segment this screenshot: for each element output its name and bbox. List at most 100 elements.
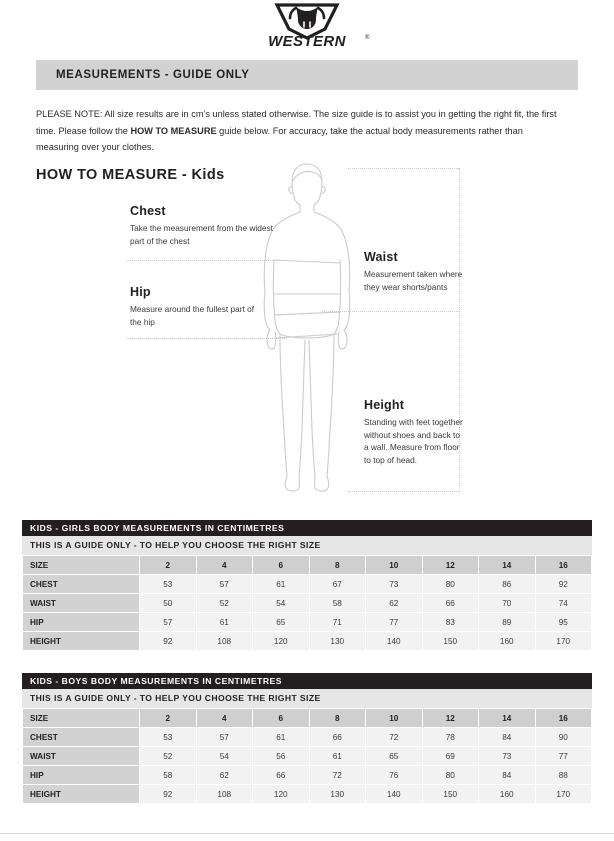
- measurement-cell: 160: [479, 785, 535, 803]
- dotted-line-chest: [127, 260, 287, 261]
- callout-chest-body: Take the measurement from the widest par…: [130, 223, 273, 246]
- table-row: HEIGHT 92 108 120 130 140 150 160 170: [23, 785, 591, 803]
- please-note-paragraph: PLEASE NOTE: All size results are in cm’…: [36, 106, 564, 156]
- column-header-size-value: 10: [366, 556, 422, 574]
- callout-chest-title: Chest: [130, 204, 166, 218]
- note-emphasis: HOW TO MEASURE: [130, 125, 217, 136]
- table-row: WAIST 52 54 56 61 65 69 73 77: [23, 747, 591, 765]
- measurement-cell: 108: [196, 785, 252, 803]
- measurement-cell: 84: [479, 766, 535, 784]
- callout-chest: Chest Take the measurement from the wide…: [130, 204, 275, 247]
- measurement-cell: 58: [309, 594, 365, 612]
- measurement-cell: 77: [366, 613, 422, 631]
- measurement-cell: 76: [366, 766, 422, 784]
- column-header-size-value: 6: [253, 556, 309, 574]
- measurements-title-band: MEASUREMENTS - GUIDE ONLY: [36, 60, 578, 90]
- measurement-cell: 66: [253, 766, 309, 784]
- column-header-size-value: 12: [422, 556, 478, 574]
- table-row: WAIST 50 52 54 58 62 66 70 74: [23, 594, 591, 612]
- measurement-cell: 50: [140, 594, 196, 612]
- column-header-size-value: 12: [422, 709, 478, 727]
- column-header-size-value: 8: [309, 556, 365, 574]
- callout-hip-title: Hip: [130, 285, 151, 299]
- measurement-cell: 57: [140, 613, 196, 631]
- child-body-outline-figure: [263, 163, 351, 492]
- table-row: HIP 57 61 65 71 77 83 89 95: [23, 613, 591, 631]
- row-label: WAIST: [23, 594, 139, 612]
- girls-table-subtitle: THIS IS A GUIDE ONLY - TO HELP YOU CHOOS…: [22, 536, 592, 555]
- girls-table-title: KIDS - GIRLS BODY MEASUREMENTS IN CENTIM…: [22, 520, 592, 536]
- measurement-cell: 74: [535, 594, 591, 612]
- column-header-size-value: 16: [535, 709, 591, 727]
- measurement-cell: 77: [535, 747, 591, 765]
- column-header-size-value: 2: [140, 556, 196, 574]
- column-header-size-value: 2: [140, 709, 196, 727]
- measurement-cell: 66: [422, 594, 478, 612]
- measurement-cell: 92: [140, 632, 196, 650]
- measurement-cell: 62: [366, 594, 422, 612]
- measurement-cell: 90: [535, 728, 591, 746]
- column-header-size-value: 10: [366, 709, 422, 727]
- row-label: HIP: [23, 613, 139, 631]
- measurement-cell: 78: [422, 728, 478, 746]
- row-label: HIP: [23, 766, 139, 784]
- table-row-header: SIZE 2 4 6 8 10 12 14 16: [23, 556, 591, 574]
- table-row: CHEST 53 57 61 67 73 80 86 92: [23, 575, 591, 593]
- dotted-line-bottom: [348, 491, 459, 492]
- measurement-cell: 84: [479, 728, 535, 746]
- measurement-cell: 95: [535, 613, 591, 631]
- row-label: CHEST: [23, 575, 139, 593]
- girls-table-body: SIZE 2 4 6 8 10 12 14 16 CHEST 53 57 61 67 73 80 86 92 WAI…: [23, 556, 591, 650]
- measurement-cell: 170: [535, 785, 591, 803]
- callout-hip: Hip Measure around the fullest part of t…: [130, 285, 265, 328]
- measurement-cell: 54: [253, 594, 309, 612]
- measurement-cell: 61: [196, 613, 252, 631]
- callout-waist-title: Waist: [364, 250, 398, 264]
- boys-size-table: KIDS - BOYS BODY MEASUREMENTS IN CENTIME…: [22, 673, 592, 804]
- row-label: WAIST: [23, 747, 139, 765]
- column-header-size-value: 4: [196, 556, 252, 574]
- measurement-cell: 130: [309, 785, 365, 803]
- measurement-cell: 120: [253, 632, 309, 650]
- table-row-header: SIZE 2 4 6 8 10 12 14 16: [23, 709, 591, 727]
- callout-waist: Waist Measurement taken where they wear …: [364, 250, 464, 293]
- measurement-cell: 56: [253, 747, 309, 765]
- boys-table-body: SIZE 2 4 6 8 10 12 14 16 CHEST 53 57 61 66 72 78 84 90 WAI…: [23, 709, 591, 803]
- column-header-size: SIZE: [23, 556, 139, 574]
- dotted-line-right: [459, 168, 460, 492]
- table-row: HIP 58 62 66 72 76 80 84 88: [23, 766, 591, 784]
- measurement-cell: 83: [422, 613, 478, 631]
- measurement-cell: 108: [196, 632, 252, 650]
- measurement-cell: 92: [140, 785, 196, 803]
- measurement-cell: 62: [196, 766, 252, 784]
- brand-logo: WESTERN ®: [0, 2, 614, 48]
- footer-divider: [0, 833, 614, 834]
- callout-height-body: Standing with feet together without shoe…: [364, 417, 463, 465]
- column-header-size-value: 14: [479, 556, 535, 574]
- measurement-cell: 71: [309, 613, 365, 631]
- callout-hip-body: Measure around the fullest part of the h…: [130, 304, 255, 327]
- measurement-cell: 73: [479, 747, 535, 765]
- table-row: CHEST 53 57 61 66 72 78 84 90: [23, 728, 591, 746]
- measurement-cell: 52: [196, 594, 252, 612]
- measurement-cell: 72: [366, 728, 422, 746]
- how-to-measure-heading: HOW TO MEASURE - Kids: [36, 167, 225, 183]
- measurement-cell: 52: [140, 747, 196, 765]
- measurement-cell: 61: [309, 747, 365, 765]
- dotted-line-top: [348, 168, 459, 169]
- measurement-cell: 65: [366, 747, 422, 765]
- boys-table-title: KIDS - BOYS BODY MEASUREMENTS IN CENTIME…: [22, 673, 592, 689]
- column-header-size-value: 16: [535, 556, 591, 574]
- measurement-cell: 53: [140, 728, 196, 746]
- measurement-cell: 150: [422, 785, 478, 803]
- measurement-cell: 150: [422, 632, 478, 650]
- girls-measurements-grid: SIZE 2 4 6 8 10 12 14 16 CHEST 53 57 61 67 73 80 86 92 WAI…: [22, 555, 592, 651]
- measurement-cell: 80: [422, 766, 478, 784]
- measurement-cell: 66: [309, 728, 365, 746]
- column-header-size-value: 8: [309, 709, 365, 727]
- measurement-cell: 160: [479, 632, 535, 650]
- row-label: HEIGHT: [23, 785, 139, 803]
- measurement-cell: 73: [366, 575, 422, 593]
- brand-trademark: ®: [365, 34, 370, 41]
- boys-measurements-grid: SIZE 2 4 6 8 10 12 14 16 CHEST 53 57 61 66 72 78 84 90 WAI…: [22, 708, 592, 804]
